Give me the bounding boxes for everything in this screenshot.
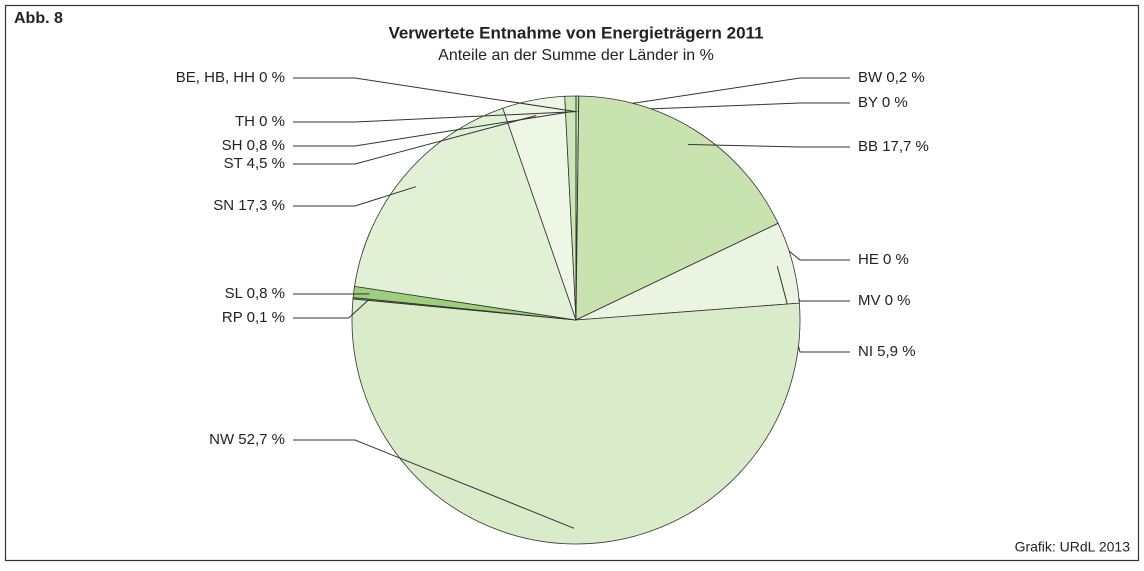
slice-label: TH 0 % <box>235 113 285 130</box>
slice-label: NW 52,7 % <box>209 431 285 448</box>
slice-category: MV <box>858 292 881 309</box>
slice-category: BE, HB, HH <box>176 69 255 86</box>
slice-category: NW <box>209 431 235 448</box>
slice-value-label: 4,5 % <box>247 155 285 172</box>
slice-label: BE, HB, HH 0 % <box>176 69 285 86</box>
slice-label: SL 0,8 % <box>225 285 285 302</box>
slice-value-label: 0,8 % <box>247 285 285 302</box>
slice-label: SN 17,3 % <box>213 197 285 214</box>
slice-category: BY <box>858 94 878 111</box>
slice-value-label: 17,3 % <box>238 197 285 214</box>
badge: Abb. 8 <box>14 10 63 27</box>
slice-label: BW 0,2 % <box>858 69 925 86</box>
slice-value-label: 0 % <box>882 94 908 111</box>
slice-category: SL <box>225 285 243 302</box>
slice-value-label: 0 % <box>883 251 909 268</box>
slice-category: RP <box>222 309 243 326</box>
slice-label: SH 0,8 % <box>222 137 285 154</box>
slice-value-label: 0 % <box>259 69 285 86</box>
slice-category: BB <box>858 138 878 155</box>
source: Grafik: URdL 2013 <box>1015 539 1131 555</box>
slice-label: BY 0 % <box>858 94 908 111</box>
slice-value-label: 0,8 % <box>247 137 285 154</box>
slice-label: NI 5,9 % <box>858 343 916 360</box>
slice-value-label: 0 % <box>885 292 911 309</box>
slice-value-label: 0 % <box>259 113 285 130</box>
slice-category: SN <box>213 197 234 214</box>
slice-value-label: 5,9 % <box>877 343 915 360</box>
slice-category: BW <box>858 69 883 86</box>
slice-category: ST <box>224 155 243 172</box>
slice-label: ST 4,5 % <box>224 155 285 172</box>
chart-subtitle: Anteile an der Summe der Länder in % <box>438 47 714 64</box>
slice-label: HE 0 % <box>858 251 909 268</box>
slice-value-label: 52,7 % <box>238 431 285 448</box>
slice-label: MV 0 % <box>858 292 911 309</box>
slice-value-label: 0,2 % <box>886 69 924 86</box>
slice-category: TH <box>235 113 255 130</box>
chart-title: Verwertete Entnahme von Energieträgern 2… <box>388 23 763 42</box>
slice-category: NI <box>858 343 873 360</box>
slice-category: HE <box>858 251 879 268</box>
slice-category: SH <box>222 137 243 154</box>
slice-value-label: 0,1 % <box>247 309 285 326</box>
slice-value-label: 17,7 % <box>882 138 929 155</box>
slice-label: BB 17,7 % <box>858 138 929 155</box>
slice-label: RP 0,1 % <box>222 309 285 326</box>
